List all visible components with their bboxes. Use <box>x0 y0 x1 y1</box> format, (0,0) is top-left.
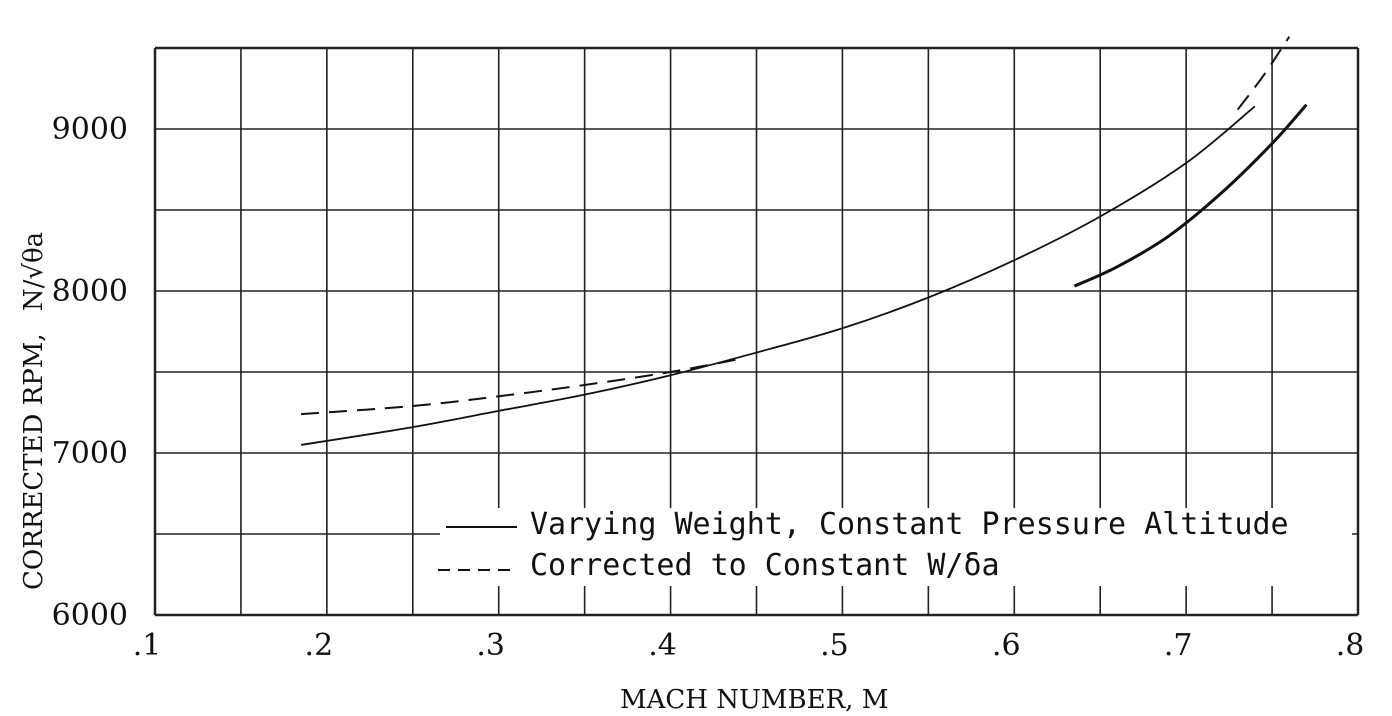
series-line-1 <box>300 105 1256 446</box>
y-axis-title-text: CORRECTED RPM, <box>19 333 49 590</box>
x-axis-title: MACH NUMBER, M <box>620 685 888 715</box>
tick-labels: .1 .2 .3 .4 .5 .6 .7 .8 6000 7000 8000 9000 <box>52 112 1365 663</box>
y-axis-title-group: CORRECTED RPM, N/√θa <box>19 232 49 590</box>
y-axis-title: CORRECTED RPM, N/√θa <box>19 232 49 590</box>
y-tick-label: 9000 <box>52 112 128 147</box>
y-tick-label: 7000 <box>52 436 128 471</box>
x-tick-label: .1 <box>133 628 162 663</box>
series-line-3 <box>301 358 740 416</box>
legend-label-series-1: Varying Weight, Constant Pressure Altitu… <box>530 507 1289 542</box>
x-tick-label: .4 <box>648 628 677 663</box>
y-axis-symbol: N/√θa <box>19 232 49 311</box>
series-layer <box>300 36 1308 446</box>
y-tick-label: 6000 <box>52 598 128 633</box>
series-line-2 <box>1073 103 1308 288</box>
legend: Varying Weight, Constant Pressure Altitu… <box>438 507 1352 586</box>
x-tick-label: .3 <box>476 628 505 663</box>
x-tick-label: .8 <box>1336 628 1365 663</box>
series-line-4 <box>1236 36 1291 111</box>
legend-background <box>440 508 1352 586</box>
legend-label-series-2: Corrected to Constant W/δa <box>530 548 1000 583</box>
x-tick-label: .2 <box>305 628 334 663</box>
x-tick-label: .5 <box>820 628 849 663</box>
y-tick-label: 8000 <box>52 274 128 309</box>
x-tick-label: .6 <box>992 628 1021 663</box>
x-tick-label: .7 <box>1164 628 1193 663</box>
